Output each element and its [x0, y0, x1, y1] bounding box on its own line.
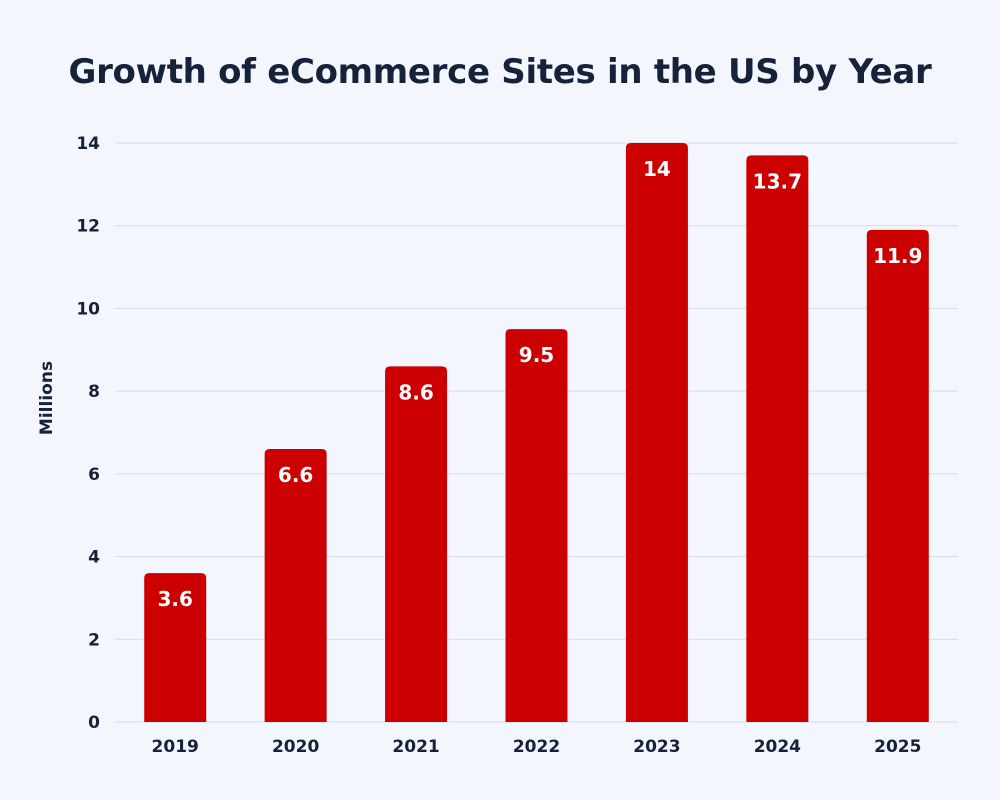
bars — [144, 143, 929, 722]
bar-2020 — [264, 449, 327, 722]
x-tick-label: 2021 — [392, 737, 439, 757]
bar-2019 — [144, 573, 207, 722]
data-labels: 3.6 6.6 8.6 9.5 14 13.7 11.9 — [157, 157, 922, 611]
x-tick-label: 2019 — [152, 737, 199, 757]
data-label-2025: 11.9 — [873, 244, 922, 268]
x-axis-ticks: 2019 2020 2021 2022 2023 2024 2025 — [152, 737, 922, 757]
y-tick-label: 4 — [88, 548, 100, 568]
y-tick-label: 12 — [76, 217, 100, 237]
x-tick-label: 2024 — [754, 737, 801, 757]
data-label-2019: 3.6 — [157, 587, 192, 611]
y-tick-label: 8 — [88, 382, 100, 402]
y-tick-label: 0 — [88, 713, 100, 733]
data-label-2023: 14 — [643, 157, 671, 181]
y-tick-label: 6 — [88, 465, 100, 485]
x-tick-label: 2023 — [633, 737, 680, 757]
y-axis-title: Millions — [37, 361, 57, 435]
data-label-2022: 9.5 — [519, 343, 554, 367]
bar-2021 — [385, 366, 448, 722]
data-label-2020: 6.6 — [278, 463, 313, 487]
y-axis-ticks: 0 2 4 6 8 10 12 14 — [76, 134, 100, 733]
y-tick-label: 10 — [76, 299, 100, 319]
bar-2025 — [866, 229, 929, 722]
bar-2024 — [746, 155, 809, 722]
y-tick-label: 2 — [88, 630, 100, 650]
bar-2023 — [625, 143, 688, 722]
chart-title: Growth of eCommerce Sites in the US by Y… — [68, 52, 932, 92]
data-label-2024: 13.7 — [753, 169, 802, 193]
data-label-2021: 8.6 — [398, 380, 433, 404]
x-tick-label: 2020 — [272, 737, 319, 757]
bar-2022 — [505, 329, 568, 722]
y-tick-label: 14 — [76, 134, 100, 154]
x-tick-label: 2022 — [513, 737, 560, 757]
x-tick-label: 2025 — [874, 737, 921, 757]
